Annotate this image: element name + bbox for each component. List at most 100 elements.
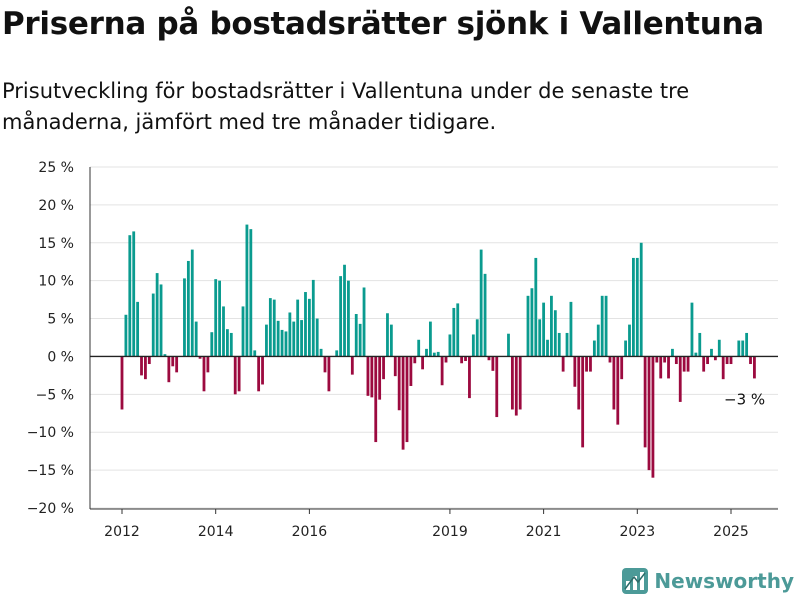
bar — [721, 356, 725, 380]
bar — [343, 264, 346, 357]
bar — [464, 356, 467, 361]
bar — [651, 356, 655, 478]
bar — [698, 332, 702, 357]
bar — [128, 235, 132, 357]
bar — [444, 356, 448, 363]
bar — [553, 310, 557, 357]
y-tick-label: −10 % — [27, 425, 74, 441]
bar — [155, 273, 159, 357]
bar — [311, 279, 315, 357]
x-tick-label: 2023 — [619, 524, 655, 540]
bar — [577, 356, 581, 410]
bar — [483, 273, 487, 357]
y-tick-label: −5 % — [36, 387, 74, 403]
bar — [596, 324, 600, 357]
bar — [663, 356, 667, 363]
bars — [120, 224, 756, 478]
bar — [749, 356, 752, 365]
bar — [339, 276, 343, 357]
bar — [737, 340, 741, 357]
bar — [245, 224, 249, 357]
bar — [612, 356, 616, 410]
bar — [358, 323, 362, 357]
x-tick-label: 2014 — [198, 524, 234, 540]
bar — [514, 356, 518, 416]
bar — [635, 257, 639, 357]
bar — [686, 356, 690, 372]
bar — [241, 306, 245, 357]
bar — [296, 299, 300, 357]
bar — [561, 356, 565, 372]
bar — [237, 356, 241, 392]
bar — [417, 339, 421, 357]
bar — [167, 356, 171, 383]
bar — [753, 356, 756, 379]
bar — [323, 356, 327, 373]
bar — [518, 356, 522, 410]
bar — [643, 356, 647, 448]
bar — [620, 356, 624, 380]
bar — [592, 340, 596, 357]
bar — [507, 333, 510, 357]
bar — [347, 280, 350, 357]
bar — [604, 295, 608, 357]
bar — [144, 356, 147, 380]
bar — [647, 356, 651, 471]
bar — [354, 314, 358, 357]
bar — [386, 313, 389, 357]
bar — [378, 356, 382, 400]
bar — [159, 284, 163, 357]
bar — [616, 356, 620, 425]
bar — [214, 279, 218, 357]
bar — [530, 288, 534, 357]
bar — [397, 356, 401, 411]
bar — [210, 332, 214, 357]
bar — [280, 329, 284, 357]
bar — [608, 356, 612, 363]
bar — [550, 295, 553, 357]
x-tick-label: 2012 — [104, 524, 140, 540]
bar — [218, 280, 221, 357]
bar — [495, 356, 499, 418]
bar — [366, 356, 370, 396]
y-tick-label: 15 % — [38, 236, 74, 252]
bar — [491, 356, 495, 371]
bar — [124, 314, 128, 357]
bar — [448, 334, 452, 357]
bar — [304, 292, 307, 357]
bar — [307, 298, 311, 357]
bar — [573, 356, 577, 387]
bar — [268, 298, 272, 357]
bar — [585, 356, 588, 372]
bar — [413, 356, 417, 364]
bar — [147, 356, 151, 365]
bar — [471, 334, 475, 357]
bar — [706, 356, 709, 365]
bar — [694, 352, 698, 357]
brand-name: Newsworthy — [654, 569, 794, 593]
y-tick-label: −20 % — [27, 501, 74, 517]
bar — [362, 287, 366, 357]
last-value-label: −3 % — [724, 390, 765, 408]
bar — [725, 356, 729, 365]
bar — [452, 307, 456, 357]
bar — [222, 306, 225, 357]
bar — [292, 321, 296, 357]
bar — [632, 257, 635, 357]
bar — [171, 356, 175, 367]
bar — [401, 356, 405, 450]
y-tick-label: 25 % — [38, 160, 74, 176]
bar — [569, 301, 573, 357]
bar — [639, 242, 643, 357]
bar — [690, 302, 694, 357]
bar — [327, 356, 331, 392]
bar — [510, 356, 514, 410]
bar — [233, 356, 237, 395]
bar — [538, 319, 542, 357]
bar — [671, 348, 674, 357]
bar — [475, 319, 479, 357]
bar — [624, 340, 627, 357]
bar — [393, 356, 397, 377]
bar — [557, 332, 561, 357]
bar — [202, 356, 206, 392]
